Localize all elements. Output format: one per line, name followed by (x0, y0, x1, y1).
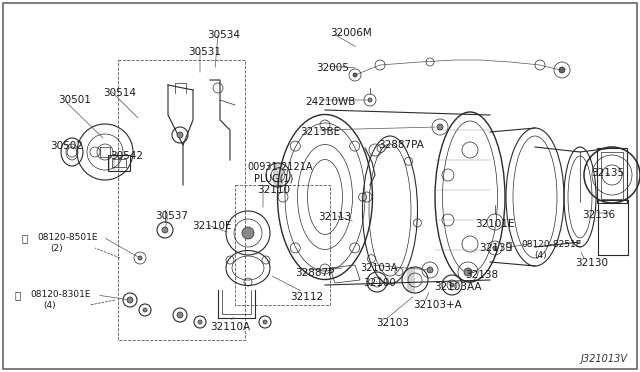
Text: (4): (4) (534, 251, 547, 260)
Text: 3213BE: 3213BE (300, 127, 340, 137)
Circle shape (493, 246, 497, 250)
Text: 32887PA: 32887PA (378, 140, 424, 150)
Text: 30514: 30514 (103, 88, 136, 98)
Text: 32103AA: 32103AA (434, 282, 481, 292)
Text: 32110E: 32110E (192, 221, 232, 231)
Text: 32101E: 32101E (475, 219, 515, 229)
Text: 32139: 32139 (479, 243, 512, 253)
Circle shape (427, 267, 433, 273)
Circle shape (143, 308, 147, 312)
Text: 32103: 32103 (376, 318, 409, 328)
Text: 32887P: 32887P (295, 268, 334, 278)
Text: 32100: 32100 (363, 278, 396, 288)
Text: 32112: 32112 (290, 292, 323, 302)
Text: (2): (2) (50, 244, 63, 253)
Circle shape (464, 268, 472, 276)
Circle shape (138, 256, 142, 260)
Circle shape (127, 297, 133, 303)
Text: 00931-2121A: 00931-2121A (247, 162, 312, 172)
Text: (4): (4) (43, 301, 56, 310)
Circle shape (559, 67, 565, 73)
Bar (108, 155, 130, 171)
Text: 32138: 32138 (465, 270, 498, 280)
Text: 30537: 30537 (155, 211, 188, 221)
Text: 24210WB: 24210WB (305, 97, 355, 107)
Text: 32103A: 32103A (360, 263, 397, 273)
Bar (597, 148, 627, 203)
Text: PLUG(1): PLUG(1) (254, 173, 293, 183)
Text: 30534: 30534 (207, 30, 240, 40)
Bar (112, 159, 126, 167)
Text: 08120-8251E: 08120-8251E (521, 240, 581, 249)
Text: Ⓑ: Ⓑ (506, 240, 512, 250)
Text: J321013V: J321013V (581, 354, 628, 364)
Circle shape (353, 73, 357, 77)
Text: 32136: 32136 (582, 210, 615, 220)
Circle shape (177, 312, 183, 318)
Text: 30542: 30542 (110, 151, 143, 161)
Text: 32103+A: 32103+A (413, 300, 461, 310)
Circle shape (368, 98, 372, 102)
Text: 32006M: 32006M (330, 28, 372, 38)
Text: 32005: 32005 (316, 63, 349, 73)
Circle shape (450, 283, 454, 287)
Text: 30502: 30502 (50, 141, 83, 151)
Circle shape (162, 227, 168, 233)
Circle shape (242, 227, 254, 239)
Text: 08120-8301E: 08120-8301E (30, 290, 90, 299)
Text: 32110: 32110 (257, 185, 290, 195)
Text: 32135: 32135 (591, 168, 624, 178)
Text: 32130: 32130 (575, 258, 608, 268)
Circle shape (177, 132, 183, 138)
Text: 32110A: 32110A (210, 322, 250, 332)
Text: 32113: 32113 (318, 212, 351, 222)
Text: Ⓑ: Ⓑ (15, 290, 21, 300)
Text: Ⓑ: Ⓑ (22, 233, 28, 243)
Bar (601, 152, 623, 199)
Text: 30501: 30501 (58, 95, 91, 105)
Text: 08120-8501E: 08120-8501E (37, 233, 97, 242)
Circle shape (263, 320, 267, 324)
Text: 30531: 30531 (188, 47, 221, 57)
Circle shape (198, 320, 202, 324)
Circle shape (437, 124, 443, 130)
